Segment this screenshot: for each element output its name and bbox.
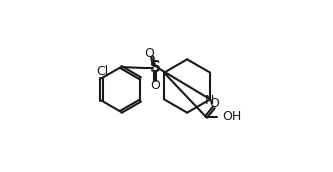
- Text: S: S: [150, 60, 161, 76]
- Text: O: O: [144, 47, 154, 60]
- Text: O: O: [210, 97, 219, 110]
- Text: N: N: [205, 94, 214, 107]
- Text: O: O: [151, 79, 160, 92]
- Text: Cl: Cl: [96, 65, 109, 78]
- Text: OH: OH: [222, 110, 242, 123]
